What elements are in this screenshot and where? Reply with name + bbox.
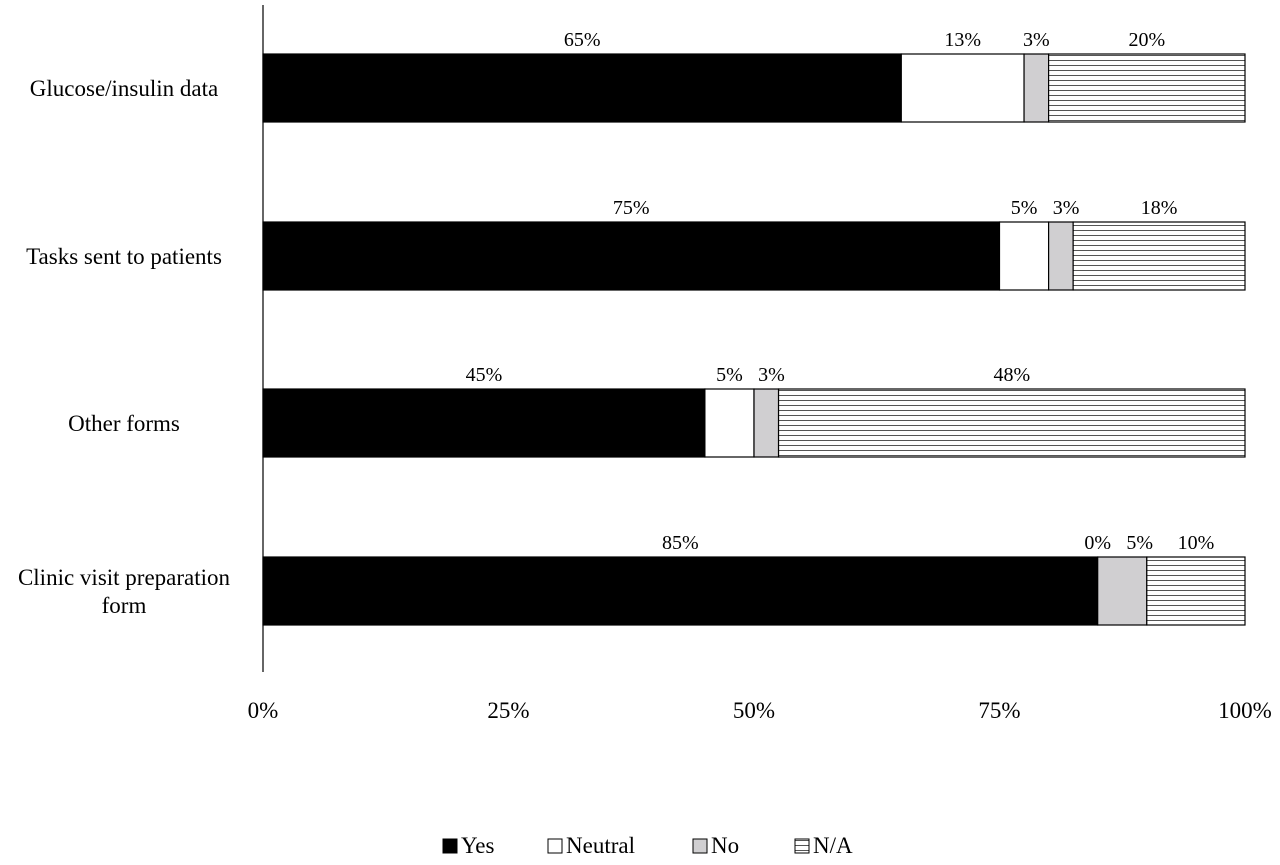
data-label-n-a-tasks-sent-to-patients: 18%	[1141, 197, 1178, 219]
bar-no-tasks-sent-to-patients	[1047, 221, 1074, 291]
category-label-tasks-sent-to-patients: Tasks sent to patients	[26, 244, 222, 269]
bar-n-a-glucose-insulin-data	[1047, 53, 1246, 123]
bars-layer	[262, 53, 1246, 626]
data-label-n-a-clinic-visit-preparation-form: 10%	[1178, 532, 1215, 554]
bar-yes-clinic-visit-preparation-form	[262, 556, 1099, 626]
legend-swatch-n-a	[794, 838, 810, 854]
data-label-no-tasks-sent-to-patients: 3%	[1053, 197, 1080, 219]
bar-n-a-other-forms	[777, 388, 1246, 458]
bar-neutral-glucose-insulin-data	[900, 53, 1025, 123]
bar-neutral-tasks-sent-to-patients	[998, 221, 1050, 291]
bar-no-other-forms	[753, 388, 780, 458]
data-label-yes-glucose-insulin-data: 65%	[564, 29, 601, 51]
legend-swatch-yes	[442, 838, 458, 854]
legend-label-n-a: N/A	[813, 833, 853, 858]
data-label-yes-tasks-sent-to-patients: 75%	[613, 197, 650, 219]
data-label-yes-other-forms: 45%	[466, 364, 503, 386]
bar-n-a-clinic-visit-preparation-form	[1146, 556, 1246, 626]
axis-layer: Glucose/insulin data Tasks sent to patien…	[18, 5, 1272, 723]
x-tick-label-75: 75%	[978, 698, 1020, 723]
bar-yes-glucose-insulin-data	[262, 53, 902, 123]
data-label-no-glucose-insulin-data: 3%	[1023, 29, 1050, 51]
category-label-other-forms: Other forms	[68, 411, 180, 436]
data-label-neutral-tasks-sent-to-patients: 5%	[1011, 197, 1038, 219]
data-labels-layer: 65% 13% 3% 20% 75% 5% 3% 18% 45% 5% 3% 48% 85% 0% 5% 10…	[466, 29, 1215, 554]
data-label-n-a-glucose-insulin-data: 20%	[1128, 29, 1165, 51]
data-label-no-clinic-visit-preparation-form: 5%	[1126, 532, 1153, 554]
legend-label-no: No	[711, 833, 739, 858]
legend-label-yes: Yes	[461, 833, 495, 858]
bar-yes-other-forms	[262, 388, 706, 458]
category-label-clinic-visit-preparation-form: Clinic visit preparation form	[18, 565, 231, 618]
x-tick-label-50: 50%	[733, 698, 775, 723]
data-label-neutral-glucose-insulin-data: 13%	[944, 29, 981, 51]
category-label-glucose-insulin-data: Glucose/insulin data	[30, 76, 218, 101]
bar-neutral-other-forms	[704, 388, 755, 458]
x-tick-label-0: 0%	[248, 698, 279, 723]
legend-swatch-neutral	[547, 838, 563, 854]
data-label-neutral-clinic-visit-preparation-form: 0%	[1084, 532, 1111, 554]
x-tick-label-100: 100%	[1218, 698, 1272, 723]
data-label-neutral-other-forms: 5%	[716, 364, 743, 386]
data-label-yes-clinic-visit-preparation-form: 85%	[662, 532, 699, 554]
legend-label-neutral: Neutral	[566, 833, 635, 858]
data-label-no-other-forms: 3%	[758, 364, 785, 386]
x-tick-label-25: 25%	[487, 698, 529, 723]
bar-no-glucose-insulin-data	[1023, 53, 1050, 123]
bar-no-clinic-visit-preparation-form	[1097, 556, 1148, 626]
bar-yes-tasks-sent-to-patients	[262, 221, 1001, 291]
bar-n-a-tasks-sent-to-patients	[1072, 221, 1246, 291]
legend-swatch-no	[692, 838, 708, 854]
data-label-n-a-other-forms: 48%	[993, 364, 1030, 386]
legend: Yes Neutral No N/A	[442, 833, 853, 858]
